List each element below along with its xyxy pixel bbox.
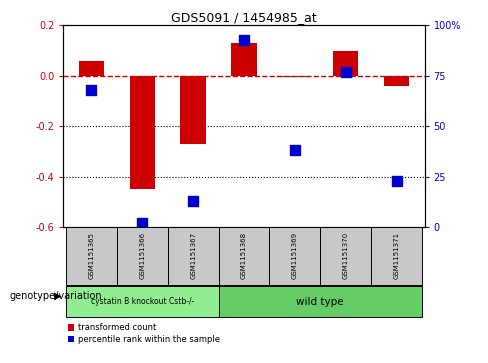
Point [291, 147, 299, 153]
Point [87, 87, 95, 93]
Bar [333, 50, 359, 76]
Text: GSM1151365: GSM1151365 [88, 232, 94, 279]
Bar [269, 227, 320, 285]
Bar [117, 227, 168, 285]
Text: ▶: ▶ [54, 291, 61, 301]
Title: GDS5091 / 1454985_at: GDS5091 / 1454985_at [171, 11, 317, 24]
Bar [66, 227, 117, 285]
Bar [384, 76, 409, 86]
Text: GSM1151371: GSM1151371 [394, 232, 400, 279]
Bar [181, 76, 206, 144]
Point [393, 178, 401, 183]
Bar [320, 227, 371, 285]
Bar [168, 227, 219, 285]
Bar [129, 76, 155, 189]
Point [139, 220, 146, 226]
Text: genotype/variation: genotype/variation [10, 291, 102, 301]
Text: GSM1151368: GSM1151368 [241, 232, 247, 279]
Bar [219, 227, 269, 285]
Legend: transformed count, percentile rank within the sample: transformed count, percentile rank withi… [68, 323, 220, 344]
Point [189, 198, 197, 204]
Text: GSM1151367: GSM1151367 [190, 232, 196, 279]
Bar [371, 227, 422, 285]
Text: GSM1151366: GSM1151366 [139, 232, 145, 279]
Text: cystatin B knockout Cstb-/-: cystatin B knockout Cstb-/- [91, 297, 194, 306]
Bar [231, 43, 257, 76]
Point [240, 37, 248, 42]
Text: GSM1151370: GSM1151370 [343, 232, 349, 279]
Point [342, 69, 349, 75]
Bar [66, 286, 219, 317]
Bar [282, 76, 307, 77]
Bar [79, 61, 104, 76]
Text: GSM1151369: GSM1151369 [292, 232, 298, 279]
Text: wild type: wild type [297, 297, 344, 307]
Bar [219, 286, 422, 317]
